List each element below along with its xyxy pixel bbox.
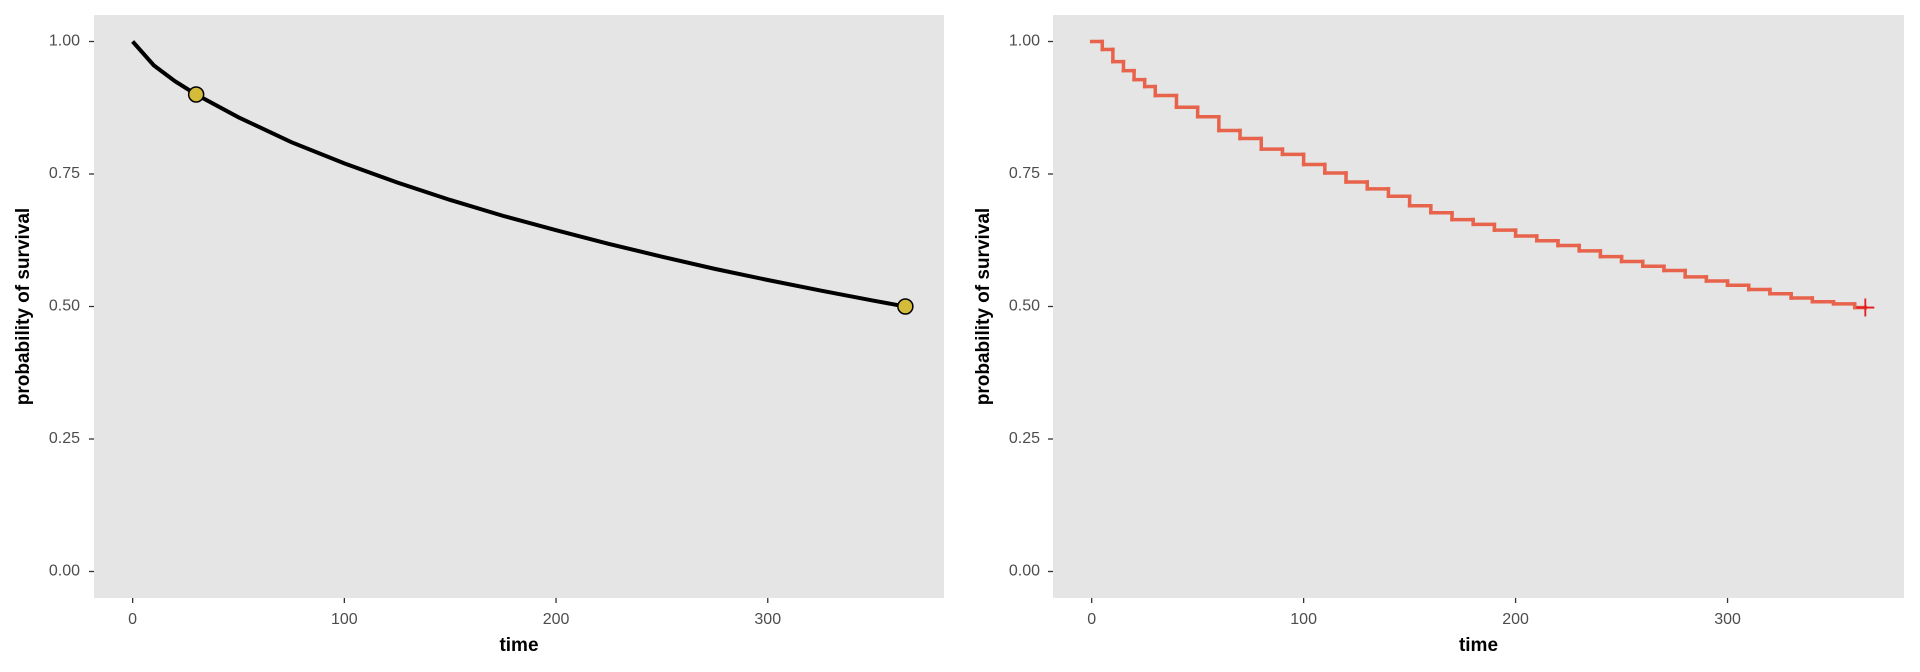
point <box>897 298 914 315</box>
y-tick-label: 0.25 <box>49 430 80 447</box>
plot-background <box>1053 15 1904 598</box>
y-tick-label: 1.00 <box>49 33 80 50</box>
y-tick-label: 0.50 <box>49 298 80 315</box>
y-tick-label: 0.75 <box>49 165 80 182</box>
x-tick-label: 100 <box>331 611 358 628</box>
y-axis-title: probability of survival <box>13 208 34 405</box>
x-tick-label: 0 <box>1087 611 1096 628</box>
x-tick-label: 100 <box>1290 611 1317 628</box>
plot-background <box>94 15 944 598</box>
x-axis-title: time <box>1459 635 1498 656</box>
y-tick-label: 0.50 <box>1009 298 1040 315</box>
y-tick-label: 1.00 <box>1009 33 1040 50</box>
panel: 0.00 0.25 0.50 0.75 1.00 0 100 200 300 time probab… <box>973 15 1904 656</box>
y-tick-label: 0.75 <box>1009 165 1040 182</box>
y-axis-title: probability of survival <box>973 208 994 405</box>
point <box>187 86 205 103</box>
censor-mark <box>1856 298 1875 317</box>
panel: 0.00 0.25 0.50 0.75 1.00 0 100 200 300 time probab… <box>13 15 944 656</box>
x-tick-label: 200 <box>543 611 570 628</box>
y-tick-label: 0.00 <box>1009 563 1040 580</box>
x-axis-title: time <box>499 635 538 656</box>
x-tick-label: 300 <box>1714 611 1741 628</box>
y-tick-label: 0.25 <box>1009 430 1040 447</box>
x-tick-label: 200 <box>1502 611 1529 628</box>
y-tick-label: 0.00 <box>49 563 80 580</box>
x-tick-label: 0 <box>128 611 137 628</box>
x-tick-label: 300 <box>754 611 781 628</box>
